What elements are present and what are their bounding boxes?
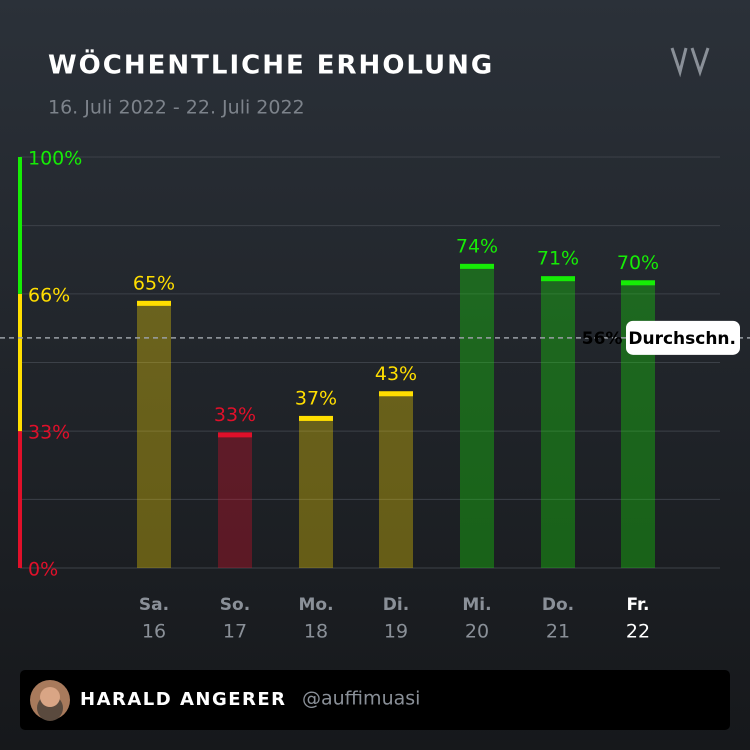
value-label: 74% (456, 235, 498, 257)
x-tick-label: Do. (542, 595, 574, 615)
bar-cap (541, 276, 575, 282)
zone-bar (18, 431, 22, 568)
x-tick-label: So. (220, 595, 250, 615)
bar-cap (299, 415, 333, 421)
x-tick-label: Sa. (139, 595, 169, 615)
value-label: 43% (375, 363, 417, 385)
zone-bar (18, 293, 22, 432)
value-label: 70% (617, 252, 659, 274)
value-label: 33% (214, 404, 256, 426)
value-label: 71% (537, 248, 579, 270)
x-tick-day: 17 (223, 621, 247, 643)
footer-name: HARALD ANGERER (80, 689, 287, 710)
bar-cap (379, 391, 413, 397)
x-tick-day: 19 (384, 621, 408, 643)
y-tick-label: 66% (28, 284, 70, 306)
y-tick-label: 0% (28, 559, 58, 581)
footer-handle: @auffimuasi (302, 688, 420, 710)
avatar-face (40, 687, 60, 707)
y-tick-label: 33% (28, 422, 70, 444)
zone-bar (18, 157, 22, 294)
x-tick-label: Mi. (462, 595, 491, 615)
y-tick-label: 100% (28, 148, 82, 170)
bar (137, 300, 171, 568)
bar (218, 432, 252, 568)
value-label: 65% (133, 272, 175, 294)
x-tick-label: Fr. (627, 595, 650, 615)
chart-subtitle: 16. Juli 2022 - 22. Juli 2022 (48, 97, 305, 119)
x-tick-day: 20 (465, 621, 489, 643)
x-tick-day: 22 (626, 621, 650, 643)
average-badge (626, 320, 740, 355)
bar (541, 276, 575, 568)
footer (20, 670, 730, 730)
x-tick-day: 21 (546, 621, 570, 643)
chart-title: WÖCHENTLICHE ERHOLUNG (48, 48, 494, 81)
bar-cap (218, 432, 252, 438)
logo (670, 47, 710, 78)
x-tick-label: Mo. (298, 595, 333, 615)
bar (299, 415, 333, 568)
bar (379, 391, 413, 568)
value-label: 37% (295, 387, 337, 409)
bar-cap (137, 300, 171, 306)
bar (460, 263, 494, 568)
x-tick-day: 18 (304, 621, 328, 643)
bar-cap (621, 280, 655, 286)
average-label: 56% Durchschn. (582, 329, 736, 349)
bar-cap (460, 263, 494, 269)
x-tick-day: 16 (142, 621, 166, 643)
x-tick-label: Di. (383, 595, 409, 615)
